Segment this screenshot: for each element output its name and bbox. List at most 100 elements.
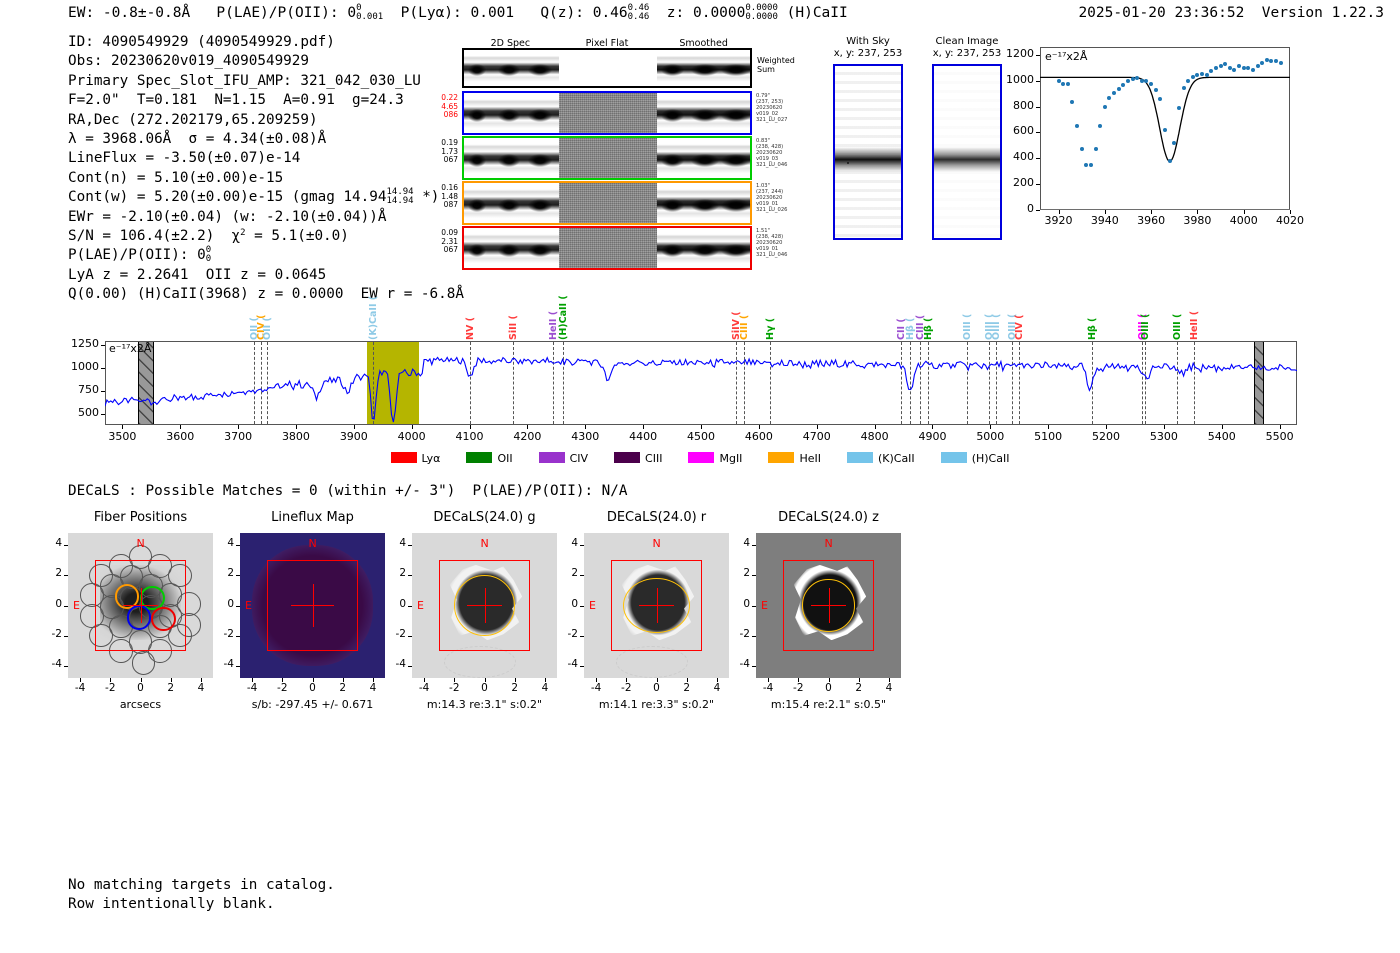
panel-xtick: -4 (762, 682, 774, 694)
spec2d-column-title-3: Smoothed (679, 38, 728, 49)
fiber-meta-line: (238, 428) (756, 234, 784, 241)
zoom-plot-data-point (1056, 78, 1061, 83)
legend-swatch (466, 452, 493, 463)
panel-ytickmark (236, 605, 240, 607)
blob (721, 64, 752, 77)
summary-tail: (H)CaII (786, 5, 848, 21)
zoom-plot-data-point (1218, 64, 1223, 69)
legend-label: MgII (719, 452, 743, 465)
sky-panel-name: With Sky (846, 36, 890, 47)
legend-item: HeII (768, 452, 821, 465)
footer-line-1: No matching targets in catalog. (68, 877, 335, 893)
panel-ytickmark (64, 605, 68, 607)
panel-ytickmark (236, 545, 240, 547)
sky-panel-title-2: Clean Image x, y: 237, 253 (914, 36, 1020, 60)
zoom-plot-xtick: 4020 (1276, 214, 1304, 227)
legend-swatch (846, 452, 873, 463)
trace-blobs (464, 183, 559, 223)
zoom-plot-data-point (1200, 72, 1205, 77)
panel-xtick: 2 (855, 682, 863, 694)
panel-xtickmark (80, 678, 82, 682)
panel-caption-5: m:15.4 re:2.1" s:0.5" (770, 698, 887, 711)
spectrum-xtickmark (874, 425, 876, 429)
zoom-plot-ytick: 800 (1013, 98, 1034, 112)
panel-ytickmark (580, 575, 584, 577)
panel-xtickmark (282, 678, 284, 682)
legend-label: CIII (645, 452, 663, 465)
panel-xtick: -2 (277, 682, 288, 694)
line-marker-dash (900, 342, 902, 424)
blob (691, 198, 719, 213)
panel-xtickmark (596, 678, 598, 682)
zoom-plot-data-point (1227, 65, 1232, 70)
panel-ytick: 2 (571, 567, 578, 580)
zoom-plot-data-point (1186, 78, 1191, 83)
masked-band (1253, 342, 1265, 424)
line-marker-dash (735, 342, 737, 424)
panel-ytick: 0 (55, 597, 62, 610)
spectrum-ytickmark (101, 390, 105, 392)
panel-image-5 (756, 533, 901, 678)
line-label-HCaII: (H)CaII ( (558, 295, 570, 340)
spectrum-xtickmark (411, 425, 413, 429)
panel-ytick: -4 (223, 657, 234, 670)
zoom-plot-data-point (1061, 81, 1066, 86)
legend-label: OII (497, 452, 513, 465)
zoom-plot-data-point (1223, 61, 1228, 66)
panel-ytickmark (752, 605, 756, 607)
line-label-NV: NV ( (464, 317, 476, 340)
blob (721, 243, 752, 258)
zoom-plot-xtick: 3980 (1183, 214, 1212, 227)
panel-ytick: 4 (55, 537, 62, 550)
zoom-plot-data-point (1079, 147, 1084, 152)
blob (661, 108, 684, 123)
zoom-plot-data-point (1274, 59, 1279, 64)
line-label-OIII: OIII ( (1140, 313, 1152, 340)
source-trace (835, 146, 901, 172)
fiber-circle (167, 563, 192, 588)
legend-item: Lyα (390, 452, 440, 465)
weighted-sum-label-line2: Sum (757, 65, 775, 74)
panel-xtickmark (252, 678, 254, 682)
blob (721, 108, 752, 123)
crosshair-horizontal (123, 604, 158, 607)
spectrum-xtick: 3900 (339, 430, 368, 443)
spectrum-xtickmark (353, 425, 355, 429)
blob (468, 108, 486, 123)
blob (528, 198, 552, 213)
zoom-plot-data-point (1121, 83, 1126, 88)
panel-xtickmark (424, 678, 426, 682)
source-trace (934, 146, 1000, 172)
fiber-stat-value: 086 (443, 110, 458, 120)
line-marker-dash (989, 342, 991, 424)
zoom-plot-ytickmark (1036, 210, 1040, 211)
fiber-stat-value: 0.22 (441, 93, 458, 102)
blob (661, 198, 684, 213)
spec2d-row (462, 181, 752, 225)
zoom-plot-data-point (1112, 90, 1117, 95)
line-marker-dash (967, 342, 969, 424)
fiber-stat-value: 087 (443, 200, 458, 210)
spectrum-annotation: e⁻¹⁷x2Å (109, 342, 152, 355)
neighbor-ellipse (615, 646, 689, 678)
fiber-meta-line: 1.03" (756, 183, 770, 189)
info-id: ID: 4090549929 (4090549929.pdf) (68, 34, 335, 50)
blob (468, 198, 486, 213)
zoom-plot-data-point (1065, 82, 1070, 87)
info-q-line: Q(0.00) (H)CaII(3968) z = 0.0000 EW r = … (68, 286, 464, 303)
panel-title-4: DECaLS(24.0) r (606, 510, 707, 525)
panel-ytick: 2 (227, 567, 234, 580)
info-sn-chi2: S/N = 106.4(±2.2) χ2 = 5.1(±0.0) (68, 228, 349, 245)
fiber-meta-line: (238, 428) (756, 144, 784, 151)
zoom-plot-ytickmark (1036, 106, 1040, 108)
panel-xtickmark (200, 678, 202, 682)
legend-item: (K)CaII (846, 452, 915, 465)
panel-xtick: -4 (74, 682, 86, 694)
line-marker-dash (770, 342, 772, 424)
compass-north-4: N (652, 537, 661, 550)
zoom-plot-data-point (1190, 74, 1195, 79)
panel-xtickmark (626, 678, 628, 682)
compass-east-5: E (761, 598, 768, 612)
zoom-plot-data-point (1075, 123, 1080, 128)
